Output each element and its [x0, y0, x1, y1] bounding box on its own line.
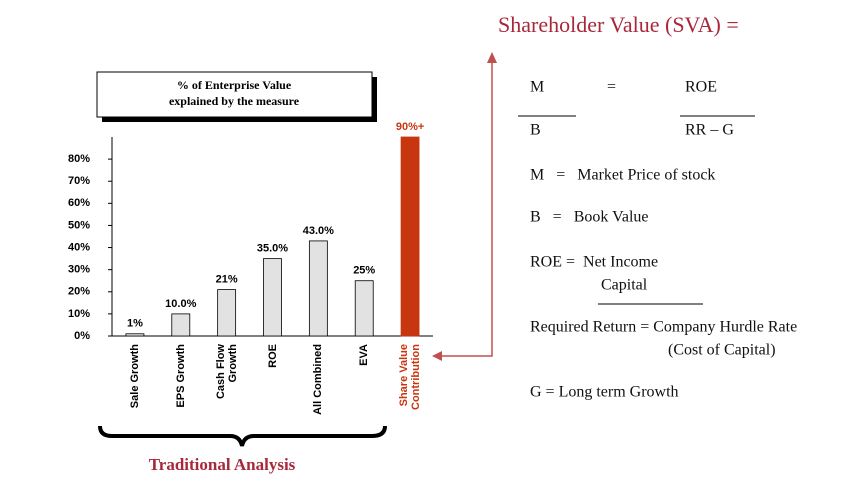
y-tick-label: 10% — [68, 308, 90, 320]
formula-roe: ROE — [685, 79, 717, 96]
definition: Required Return = Company Hurdle Rate — [530, 319, 797, 336]
bar — [171, 313, 191, 337]
definition: Capital — [601, 277, 648, 294]
group-label: Traditional Analysis — [149, 455, 296, 474]
definition: M = Market Price of stock — [530, 167, 715, 184]
bar — [400, 136, 420, 337]
value-label: 1% — [127, 318, 143, 330]
definition: G = Long term Growth — [530, 384, 679, 401]
x-tick-label: ROE — [266, 344, 279, 368]
x-tick-label: Cash Flow Growth — [214, 344, 239, 400]
y-tick-label: 30% — [68, 264, 90, 276]
value-label: 43.0% — [303, 225, 334, 237]
y-tick-label: 20% — [68, 286, 90, 298]
x-tick-label: All Combined — [312, 344, 325, 415]
brace — [98, 425, 387, 447]
value-label: 35.0% — [257, 243, 288, 255]
bar — [308, 240, 328, 337]
title-box — [96, 71, 373, 118]
chart-title: % of Enterprise Value — [177, 78, 292, 92]
y-tick-label: 70% — [68, 175, 90, 187]
x-tick-label: EVA — [358, 344, 371, 366]
definition: ROE = Net Income — [530, 254, 658, 271]
formula-eq: = — [607, 79, 616, 96]
formula-b: B — [530, 122, 541, 139]
arrow-head — [432, 351, 442, 361]
bar — [125, 333, 145, 337]
bar — [263, 258, 282, 337]
y-tick-label: 0% — [74, 330, 90, 342]
bar — [354, 280, 374, 337]
value-label: 25% — [353, 265, 375, 277]
x-tick-label: EPS Growth — [174, 344, 187, 408]
value-label: 21% — [216, 273, 238, 285]
formula-m: M — [530, 79, 544, 96]
bar — [217, 289, 237, 337]
y-tick-label: 80% — [68, 153, 90, 165]
chart-title: explained by the measure — [169, 94, 300, 108]
definition: (Cost of Capital) — [668, 342, 776, 359]
x-tick-label: Sale Growth — [128, 344, 141, 409]
y-tick-label: 40% — [68, 241, 90, 253]
x-tick-label: Share Value Contribution — [398, 344, 423, 410]
y-tick-label: 60% — [68, 197, 90, 209]
sva-heading: Shareholder Value (SVA) = — [498, 12, 739, 37]
arrow-head — [487, 52, 497, 63]
y-tick-label: 50% — [68, 219, 90, 231]
value-label: 90%+ — [396, 121, 424, 133]
definition: B = Book Value — [530, 209, 649, 226]
formula-rr-g: RR – G — [685, 122, 734, 139]
arrow — [440, 62, 493, 357]
value-label: 10.0% — [165, 298, 196, 310]
